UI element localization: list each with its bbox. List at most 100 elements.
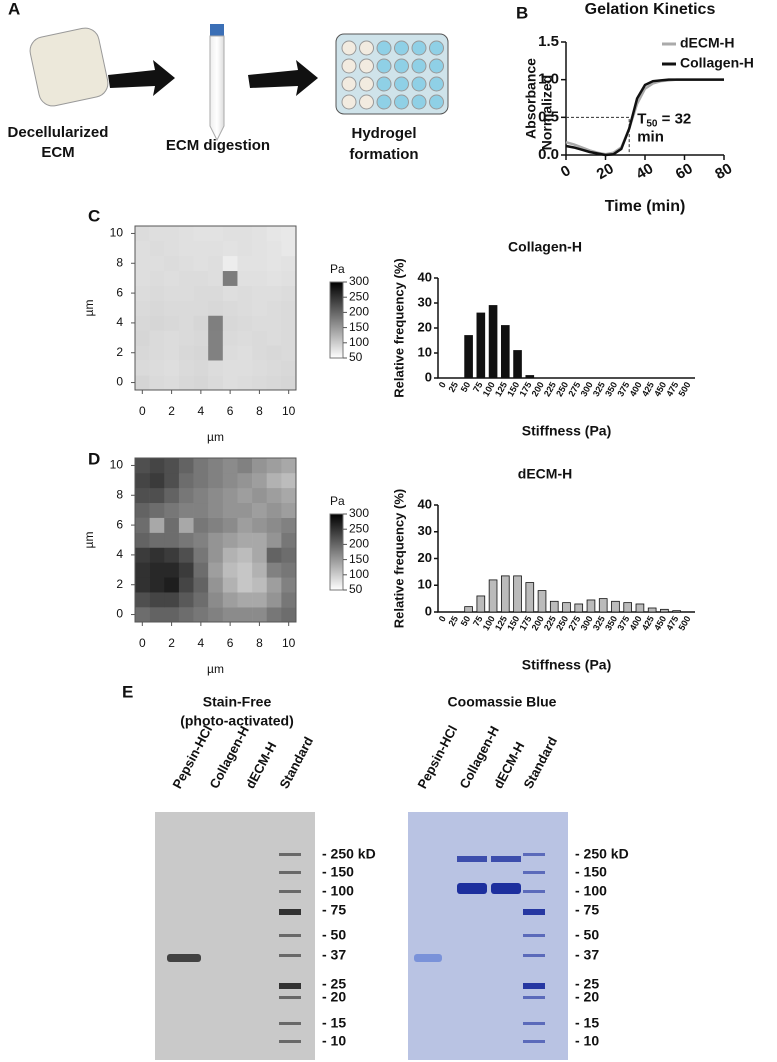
- heatmap-cell: [193, 360, 209, 376]
- y-tick-label: 2: [116, 577, 123, 591]
- heatmap-cell: [237, 517, 253, 533]
- bar: [635, 603, 645, 613]
- heatmap-cell: [149, 315, 165, 331]
- heatmap-cell: [266, 345, 282, 361]
- ladder-band: [523, 1040, 545, 1043]
- heatmap-cell: [222, 547, 238, 563]
- x-tick-label: 75: [471, 380, 485, 394]
- heatmap-cell: [281, 487, 297, 504]
- colorbar-tick-label: 50: [349, 350, 363, 364]
- heatmap-cell: [135, 285, 150, 301]
- heatmap-cell: [237, 360, 253, 376]
- heatmap-cell: [237, 577, 253, 593]
- step-label: ECM: [41, 144, 74, 161]
- heatmap-cell: [281, 547, 297, 563]
- well: [359, 40, 374, 56]
- heatmap-cell: [149, 458, 165, 474]
- heatmap-cell: [178, 458, 194, 474]
- heatmap-cell: [281, 592, 297, 608]
- heatmap-cell: [135, 360, 150, 376]
- y-tick-label: 0: [425, 369, 432, 384]
- heatmap-cell: [149, 240, 165, 257]
- bar: [500, 325, 510, 379]
- heatmap-cell: [149, 360, 165, 376]
- heatmap-cell: [252, 300, 268, 316]
- heatmap-cell: [281, 255, 297, 272]
- heatmap-cell: [164, 562, 180, 578]
- heatmap-cell: [164, 240, 180, 257]
- well: [411, 76, 427, 92]
- chart-title: Gelation Kinetics: [585, 1, 716, 18]
- y-tick-label: 10: [110, 226, 124, 240]
- colorbar-tick-label: 50: [349, 582, 363, 596]
- heatmap-cell: [193, 502, 209, 518]
- marker-label: - 75: [322, 902, 346, 918]
- heatmap-cell: [135, 472, 150, 489]
- y-tick-label: 1.0: [538, 71, 559, 88]
- heatmap-cell: [164, 458, 180, 474]
- y-tick-label: 8: [116, 487, 123, 501]
- heatmap-cell: [252, 360, 268, 376]
- x-axis-label: µm: [207, 430, 224, 444]
- heatmap-cell: [164, 270, 180, 286]
- heatmap-cell: [178, 502, 194, 518]
- heatmap-cell: [178, 547, 194, 563]
- heatmap-cell: [281, 300, 297, 316]
- annotation: min: [637, 128, 664, 145]
- y-tick-label: 10: [418, 344, 432, 359]
- heatmap-cell: [222, 607, 238, 623]
- panel-label: C: [88, 206, 100, 225]
- heatmap-cell: [266, 577, 282, 593]
- bar: [611, 600, 620, 613]
- heatmap-cell: [135, 562, 150, 578]
- heatmap-cell: [266, 562, 282, 578]
- heatmap-cell: [178, 375, 194, 391]
- heatmap-cell: [266, 487, 282, 504]
- y-tick-label: 6: [116, 517, 123, 531]
- series-line: [565, 78, 724, 157]
- heatmap-cell: [193, 458, 209, 474]
- heatmap-cell: [164, 300, 180, 316]
- heatmap-cell: [164, 315, 180, 331]
- heatmap-cell: [266, 547, 282, 563]
- heatmap-cell: [164, 330, 180, 346]
- heatmap-cell: [237, 330, 253, 346]
- heatmap-cell: [135, 517, 150, 533]
- marker-label: - 50: [322, 927, 346, 943]
- colorbar-tick-label: 100: [349, 335, 369, 349]
- heatmap-cell: [252, 562, 268, 578]
- y-tick-label: 4: [116, 315, 123, 329]
- protein-band: [457, 883, 487, 894]
- heatmap-cell: [178, 592, 194, 608]
- heatmap-cell: [266, 360, 282, 376]
- heatmap-cell: [149, 592, 165, 608]
- heatmap-cell: [208, 592, 224, 608]
- well: [359, 94, 374, 110]
- heatmap-cell: [222, 360, 238, 376]
- heatmap-cell: [266, 270, 282, 286]
- heatmap-cell: [164, 502, 180, 518]
- heatmap-cell: [164, 285, 180, 301]
- chart-title: Collagen-H: [508, 239, 582, 255]
- heatmap-cell: [193, 517, 209, 533]
- marker-label: - 100: [322, 883, 354, 899]
- heatmap-cell: [193, 562, 209, 578]
- bar: [525, 582, 535, 613]
- heatmap-cell: [281, 562, 297, 578]
- y-tick-label: 4: [116, 547, 123, 561]
- x-tick-label: 25: [446, 614, 460, 628]
- heatmap-cell: [237, 472, 253, 489]
- x-tick-label: 25: [446, 380, 460, 394]
- heatmap-cell: [149, 345, 165, 361]
- x-tick-label: 0: [139, 404, 146, 418]
- ladder-band: [523, 934, 545, 937]
- heatmap-cell: [135, 330, 150, 346]
- tissue-icon: [29, 27, 109, 107]
- heatmap-cell: [237, 345, 253, 361]
- heatmap-cell: [222, 285, 238, 301]
- x-tick-label: 10: [282, 404, 296, 418]
- heatmap-cell: [149, 487, 165, 504]
- heatmap-cell: [281, 315, 297, 331]
- schematic: [29, 24, 449, 142]
- heatmap-cell: [149, 255, 165, 272]
